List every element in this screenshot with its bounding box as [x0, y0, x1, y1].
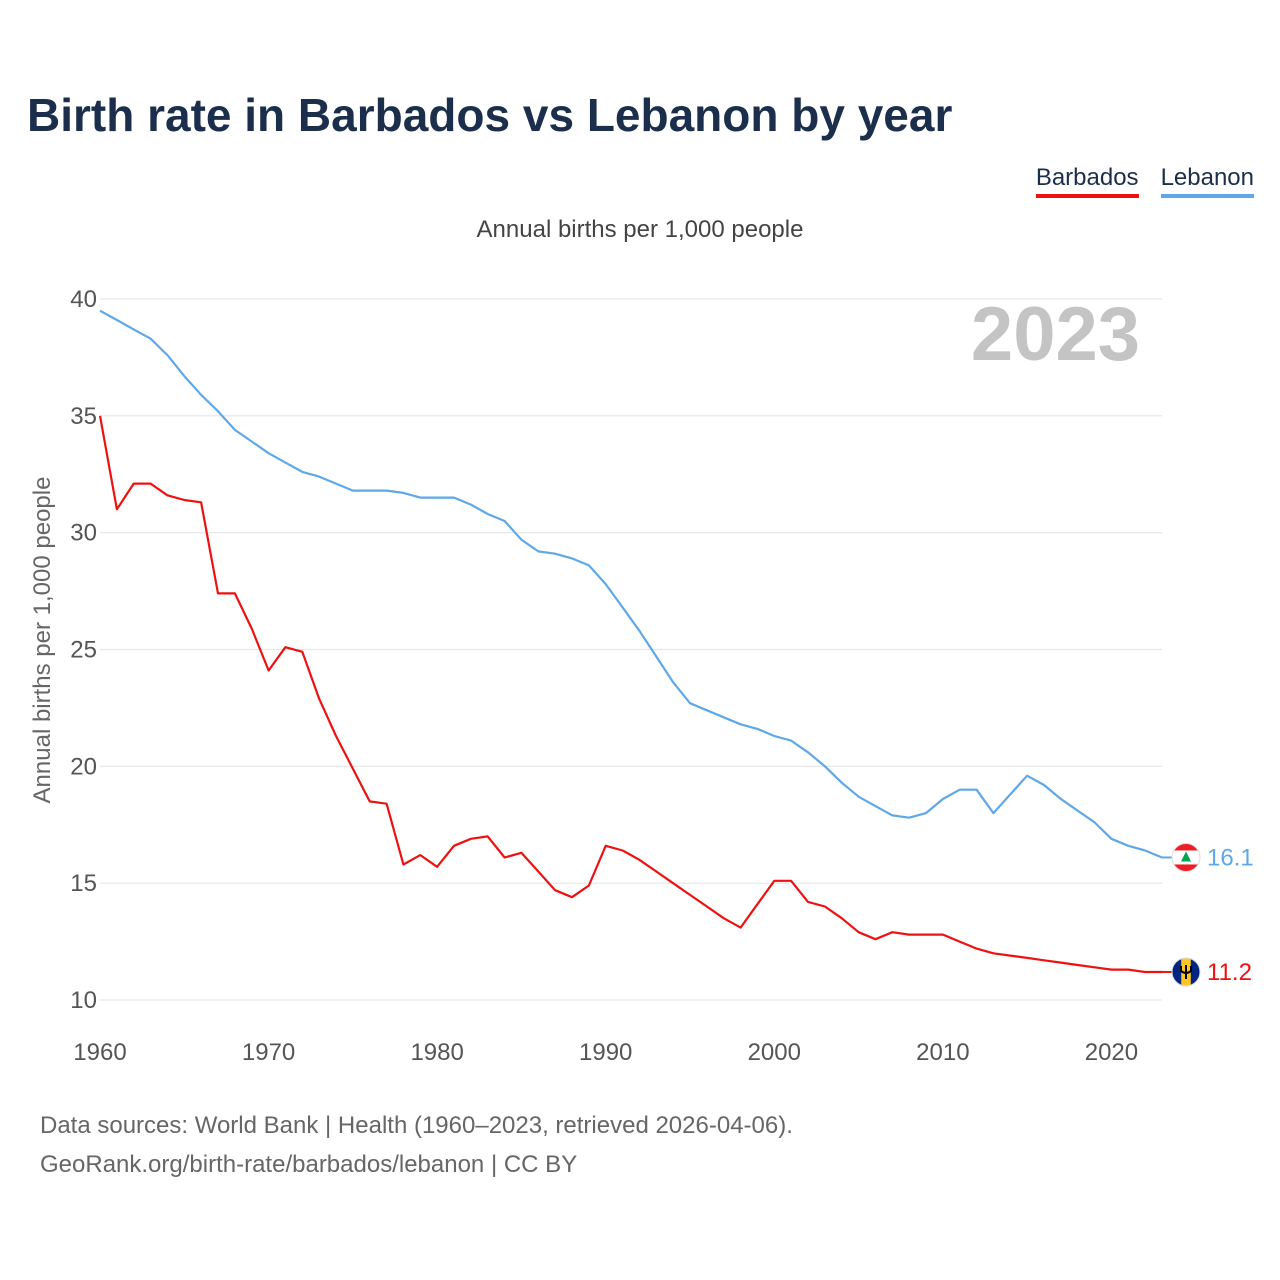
year-watermark: 2023	[971, 292, 1140, 377]
y-axis-ticks: 10 15 20 25 30 35 40	[70, 286, 97, 1014]
chart-subtitle: Annual births per 1,000 people	[476, 216, 804, 243]
source-line-2[interactable]: GeoRank.org/birth-rate/barbados/lebanon …	[40, 1151, 578, 1178]
y-tick-label: 25	[70, 637, 97, 664]
end-label-barbados: 11.2	[1207, 959, 1252, 986]
barbados-flag-icon	[1171, 957, 1201, 987]
y-tick-label: 35	[70, 403, 97, 430]
lebanon-flag-icon	[1171, 842, 1201, 872]
source-note: Data sources: World Bank | Health (1960–…	[40, 1106, 793, 1184]
x-tick-label: 1980	[410, 1039, 463, 1066]
y-tick-label: 15	[70, 870, 97, 897]
series-line-lebanon[interactable]	[99, 309, 1163, 859]
chart-title: Birth rate in Barbados vs Lebanon by yea…	[27, 89, 953, 141]
series-end-labels: 11.2 16.1	[1162, 842, 1254, 987]
x-tick-label: 2010	[916, 1039, 969, 1066]
x-axis-ticks: 1960 1970 1980 1990 2000 2010 2020	[73, 1039, 1138, 1066]
series-lines	[98, 309, 1163, 974]
x-tick-label: 1970	[242, 1039, 295, 1066]
legend-item-barbados[interactable]: Barbados	[1035, 164, 1139, 198]
end-label-lebanon: 16.1	[1207, 844, 1254, 871]
series-line-barbados[interactable]	[98, 415, 1162, 974]
source-line-1: Data sources: World Bank | Health (1960–…	[40, 1112, 793, 1139]
x-tick-label: 1990	[579, 1039, 632, 1066]
legend-item-lebanon[interactable]: Lebanon	[1160, 164, 1254, 198]
y-tick-label: 30	[70, 520, 97, 547]
x-tick-label: 2020	[1085, 1039, 1138, 1066]
x-tick-label: 2000	[748, 1039, 801, 1066]
y-tick-label: 10	[70, 987, 97, 1014]
gridlines	[100, 298, 1162, 1001]
y-axis-label: Annual births per 1,000 people	[29, 477, 56, 804]
legend: Barbados Lebanon	[1035, 164, 1254, 198]
x-tick-label: 1960	[73, 1039, 126, 1066]
y-tick-label: 20	[70, 753, 97, 780]
y-tick-label: 40	[70, 286, 97, 313]
